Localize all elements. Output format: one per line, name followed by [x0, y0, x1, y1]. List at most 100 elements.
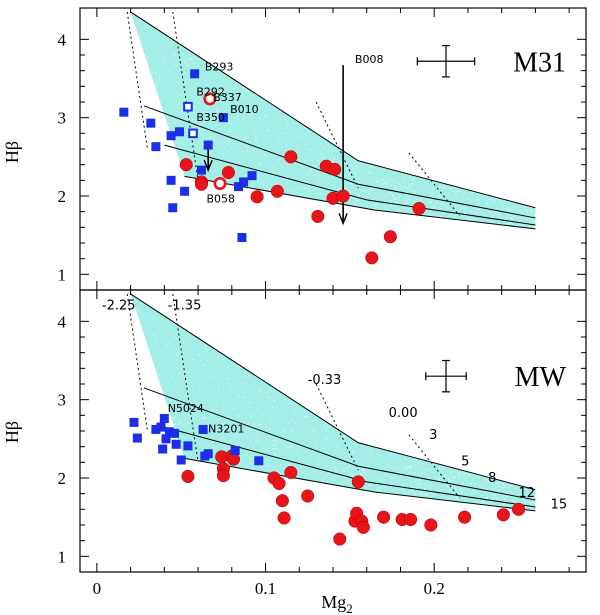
model-grid-speck: [453, 496, 455, 498]
model-grid-speck: [145, 445, 148, 447]
model-grid-speck: [485, 217, 487, 219]
model-grid-speck: [415, 460, 418, 462]
model-grid-speck: [238, 365, 240, 367]
model-grid-speck: [227, 378, 230, 380]
model-grid-speck: [498, 215, 500, 217]
model-grid-speck: [402, 182, 404, 184]
model-grid-speck: [501, 202, 503, 205]
model-grid-speck: [242, 93, 245, 95]
cluster-point-blue: [176, 455, 186, 465]
model-grid-speck: [507, 484, 509, 486]
model-grid-speck: [247, 402, 249, 404]
model-grid-speck: [338, 435, 340, 437]
model-grid-speck: [386, 460, 388, 462]
model-grid-speck: [311, 168, 313, 170]
model-grid-speck: [170, 45, 172, 47]
model-grid-speck: [153, 452, 155, 454]
model-grid-speck: [397, 182, 399, 184]
model-grid-speck: [228, 396, 230, 399]
model-grid-speck: [380, 478, 382, 480]
cluster-point-red: [179, 158, 193, 172]
model-grid-speck: [210, 407, 212, 410]
model-grid-speck: [155, 73, 157, 76]
model-grid-speck: [165, 58, 167, 61]
cluster-annotation: B058: [207, 192, 236, 205]
model-grid-speck: [387, 485, 390, 487]
model-grid-speck: [193, 163, 195, 165]
model-grid-speck: [344, 457, 346, 459]
model-grid-speck: [283, 472, 285, 474]
model-grid-speck: [367, 193, 369, 195]
model-grid-speck: [527, 205, 529, 207]
model-grid-speck: [304, 466, 306, 469]
model-grid-speck: [255, 136, 257, 138]
model-grid-speck: [410, 480, 412, 483]
model-grid-speck: [442, 213, 444, 215]
model-grid-speck: [285, 119, 287, 121]
cluster-point-red: [284, 150, 298, 164]
model-grid-speck: [503, 484, 505, 486]
model-grid-speck: [199, 408, 201, 410]
model-grid-speck: [485, 481, 487, 483]
model-grid-speck: [351, 191, 353, 193]
model-grid-speck: [443, 204, 445, 206]
model-grid-speck: [275, 108, 278, 110]
model-grid-speck: [241, 457, 243, 459]
model-grid-speck: [167, 69, 169, 71]
cluster-point-blue: [158, 444, 168, 454]
model-grid-speck: [406, 493, 408, 495]
model-grid-speck: [440, 209, 442, 211]
model-grid-speck: [496, 497, 498, 499]
cluster-point-blue: [156, 422, 166, 432]
model-grid-speck: [314, 470, 316, 472]
model-grid-speck: [180, 448, 182, 450]
model-grid-speck: [326, 178, 328, 180]
cluster-point-red: [181, 469, 195, 483]
model-grid-speck: [439, 216, 441, 218]
model-grid-speck: [284, 429, 286, 431]
model-grid-speck: [157, 403, 159, 405]
model-grid-speck: [453, 485, 456, 487]
model-grid-speck: [488, 198, 490, 200]
model-grid-speck: [373, 462, 375, 464]
model-grid-speck: [429, 206, 431, 208]
grid-label: 5: [461, 454, 469, 469]
model-grid-speck: [196, 83, 198, 85]
model-grid-speck: [377, 489, 379, 491]
model-grid-speck: [144, 164, 146, 166]
model-grid-speck: [246, 150, 248, 152]
model-grid-speck: [404, 458, 406, 461]
model-grid-speck: [349, 449, 351, 451]
model-grid-speck: [258, 409, 260, 411]
model-grid-speck: [332, 157, 334, 159]
model-grid-speck: [391, 479, 393, 481]
model-grid-speck: [443, 186, 445, 188]
model-grid-speck: [471, 192, 473, 194]
model-grid-speck: [492, 497, 494, 499]
model-grid-speck: [408, 472, 410, 474]
model-grid-speck: [369, 188, 371, 191]
model-grid-speck: [502, 207, 504, 209]
model-grid-speck: [230, 147, 232, 149]
model-grid-speck: [391, 184, 393, 186]
cluster-point-red: [277, 511, 291, 525]
model-grid-speck: [315, 174, 317, 176]
model-grid-speck: [145, 365, 147, 367]
model-grid-speck: [519, 489, 521, 491]
model-grid-speck: [317, 171, 319, 173]
model-grid-speck: [252, 458, 254, 460]
grid-label: 12: [519, 486, 536, 501]
model-grid-speck: [213, 447, 215, 449]
model-grid-speck: [317, 176, 319, 178]
model-grid-speck: [534, 227, 536, 229]
model-grid-speck: [151, 101, 153, 103]
cluster-point-open-circle: [203, 92, 217, 106]
model-grid-speck: [421, 463, 424, 465]
model-grid-speck: [134, 122, 137, 124]
model-grid-speck: [245, 382, 247, 384]
model-grid-speck: [317, 159, 319, 161]
model-grid-speck: [195, 453, 197, 455]
model-grid-speck: [459, 207, 461, 209]
y-axis-title-bottom: Hβ: [2, 421, 22, 443]
model-grid-speck: [156, 141, 158, 143]
